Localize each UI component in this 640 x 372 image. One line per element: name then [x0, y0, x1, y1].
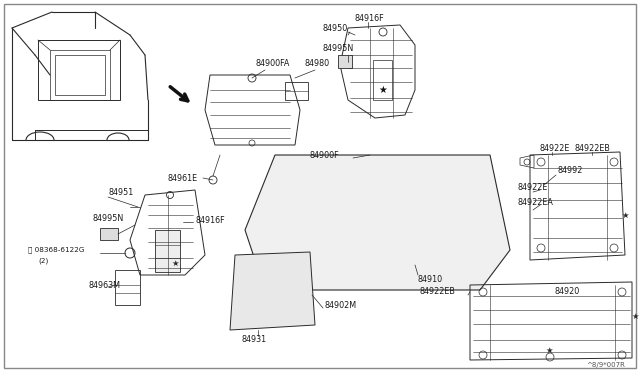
Text: 84900F: 84900F: [310, 151, 340, 160]
Text: 84902M: 84902M: [325, 301, 357, 310]
Text: 84980: 84980: [305, 58, 330, 67]
Text: 84922EA: 84922EA: [518, 198, 554, 206]
Text: (2): (2): [38, 258, 48, 264]
Text: ★: ★: [621, 211, 628, 219]
Text: 84920: 84920: [555, 288, 580, 296]
Text: 84916F: 84916F: [355, 13, 385, 22]
Text: Ⓢ 08368-6122G: Ⓢ 08368-6122G: [28, 247, 84, 253]
Text: 84900FA: 84900FA: [255, 58, 289, 67]
Polygon shape: [100, 228, 118, 240]
Polygon shape: [338, 55, 352, 68]
Polygon shape: [230, 252, 315, 330]
Text: ★: ★: [545, 346, 553, 355]
Text: 84950: 84950: [323, 23, 348, 32]
Text: 84995N: 84995N: [323, 44, 355, 52]
Text: 84922E: 84922E: [518, 183, 548, 192]
Polygon shape: [155, 230, 180, 272]
Text: ★: ★: [631, 311, 639, 321]
Text: ★: ★: [379, 85, 387, 95]
Text: 84951: 84951: [108, 187, 133, 196]
Text: ★: ★: [172, 259, 179, 267]
Text: 84992: 84992: [558, 166, 584, 174]
Text: 84995N: 84995N: [92, 214, 124, 222]
Text: ^8/9*007R: ^8/9*007R: [586, 362, 625, 368]
Polygon shape: [245, 155, 510, 290]
Text: 84922EB: 84922EB: [420, 288, 456, 296]
Text: 84931: 84931: [242, 336, 267, 344]
Text: 84916F: 84916F: [195, 215, 225, 224]
Text: 84963M: 84963M: [88, 280, 120, 289]
Text: 84961E: 84961E: [168, 173, 198, 183]
Text: 84922EB: 84922EB: [575, 144, 611, 153]
Text: 84922E: 84922E: [540, 144, 570, 153]
Text: 84910: 84910: [418, 276, 443, 285]
